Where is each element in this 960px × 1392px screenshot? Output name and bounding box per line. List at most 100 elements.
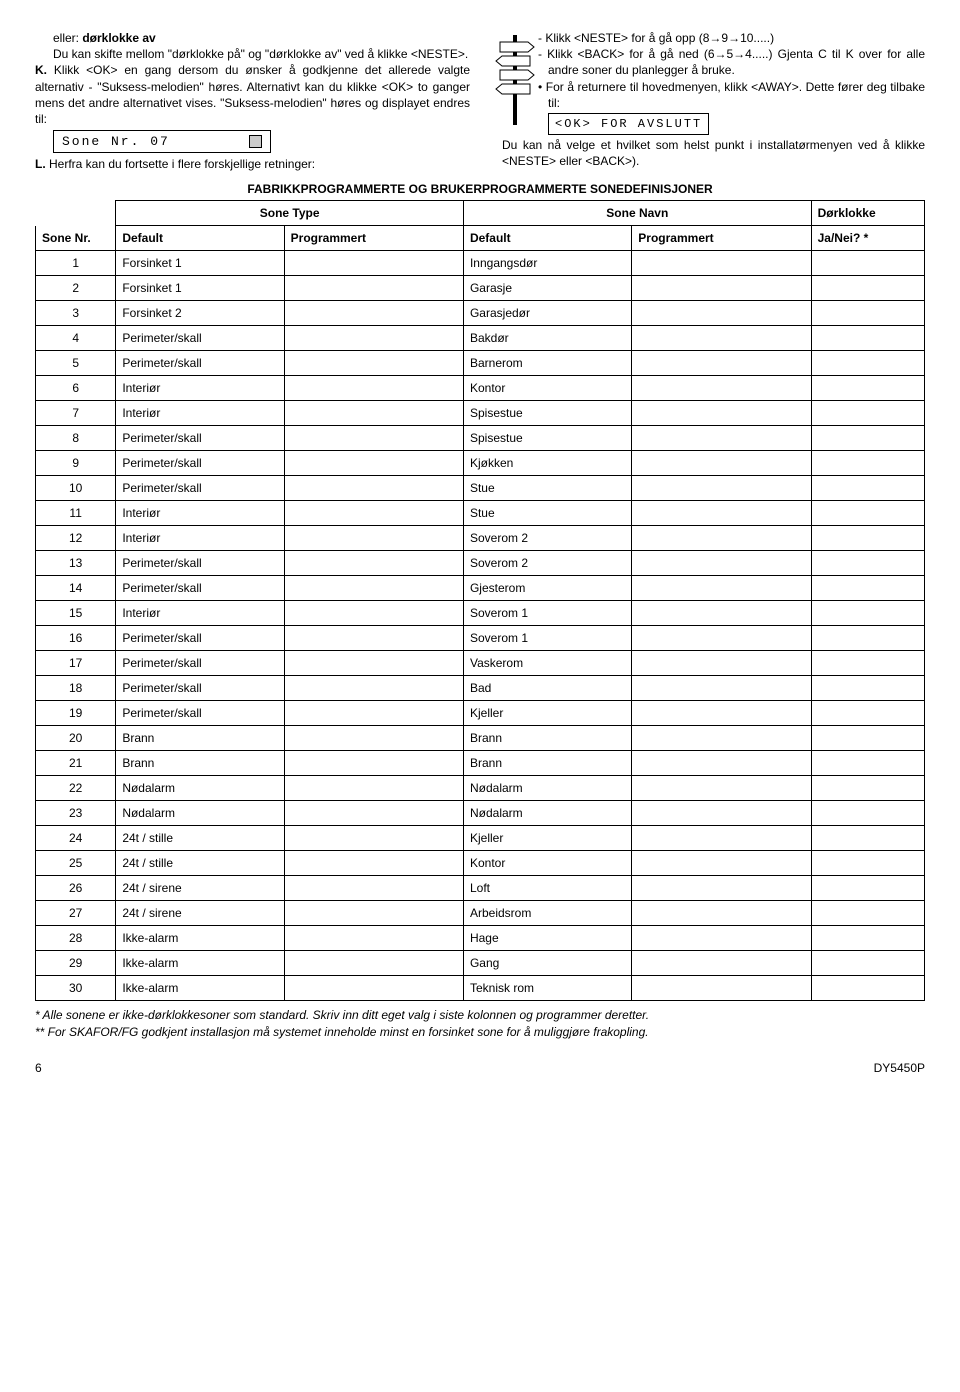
- cell-type-default: Perimeter/skall: [116, 351, 284, 376]
- cell-nr: 12: [36, 526, 116, 551]
- cell-name-default: Inngangsdør: [463, 251, 631, 276]
- right-column: - Klikk <NESTE> for å gå opp (8→9→10....…: [490, 30, 925, 172]
- cell-type-prog: [284, 601, 463, 626]
- cell-type-prog: [284, 301, 463, 326]
- cell-nr: 25: [36, 851, 116, 876]
- cell-dork: [811, 776, 924, 801]
- cell-name-prog: [632, 926, 811, 951]
- cell-type-default: Interiør: [116, 526, 284, 551]
- cell-name-prog: [632, 826, 811, 851]
- cell-dork: [811, 576, 924, 601]
- cell-name-prog: [632, 601, 811, 626]
- cell-dork: [811, 926, 924, 951]
- cell-type-default: Ikke-alarm: [116, 976, 284, 1001]
- cell-dork: [811, 951, 924, 976]
- cell-nr: 9: [36, 451, 116, 476]
- l-text: Herfra kan du fortsette i flere forskjel…: [46, 157, 315, 171]
- table-row: 11InteriørStue: [36, 501, 925, 526]
- table-row: 17Perimeter/skallVaskerom: [36, 651, 925, 676]
- cell-name-prog: [632, 651, 811, 676]
- cell-name-default: Gang: [463, 951, 631, 976]
- cell-name-default: Garasje: [463, 276, 631, 301]
- top-columns: eller: dørklokke av Du kan skifte mellom…: [35, 30, 925, 172]
- th-sonenavn: Sone Navn: [463, 201, 811, 226]
- cell-name-prog: [632, 876, 811, 901]
- cell-nr: 20: [36, 726, 116, 751]
- table-row: 2Forsinket 1Garasje: [36, 276, 925, 301]
- cell-name-prog: [632, 476, 811, 501]
- cell-name-default: Soverom 1: [463, 626, 631, 651]
- table-row: 1Forsinket 1Inngangsdør: [36, 251, 925, 276]
- cell-name-default: Spisestue: [463, 401, 631, 426]
- cell-type-default: Perimeter/skall: [116, 701, 284, 726]
- cell-name-prog: [632, 276, 811, 301]
- cell-dork: [811, 376, 924, 401]
- right-text-block: - Klikk <NESTE> for å gå opp (8→9→10....…: [490, 30, 925, 170]
- cell-dork: [811, 451, 924, 476]
- cell-type-prog: [284, 351, 463, 376]
- table-row: 2724t / sireneArbeidsrom: [36, 901, 925, 926]
- th-dork: Dørklokke: [811, 201, 924, 226]
- th-janei: Ja/Nei? *: [811, 226, 924, 251]
- table-row: 2424t / stilleKjeller: [36, 826, 925, 851]
- table-row: 21BrannBrann: [36, 751, 925, 776]
- table-row: 29Ikke-alarmGang: [36, 951, 925, 976]
- cell-name-default: Soverom 2: [463, 526, 631, 551]
- cell-nr: 17: [36, 651, 116, 676]
- cell-nr: 7: [36, 401, 116, 426]
- cell-type-prog: [284, 776, 463, 801]
- th-default2: Default: [463, 226, 631, 251]
- table-row: 5Perimeter/skallBarnerom: [36, 351, 925, 376]
- cell-type-default: 24t / sirene: [116, 876, 284, 901]
- cell-type-default: Perimeter/skall: [116, 451, 284, 476]
- cell-dork: [811, 826, 924, 851]
- dash-2: - Klikk <BACK> for å gå ned (6→5→4.....)…: [490, 46, 925, 78]
- zone-table-head: Sone Type Sone Navn Dørklokke Sone Nr. D…: [36, 201, 925, 251]
- cell-nr: 2: [36, 276, 116, 301]
- cell-type-prog: [284, 826, 463, 851]
- cell-dork: [811, 251, 924, 276]
- cell-name-default: Bakdør: [463, 326, 631, 351]
- cell-type-default: Ikke-alarm: [116, 926, 284, 951]
- cell-type-prog: [284, 901, 463, 926]
- cell-type-default: Brann: [116, 751, 284, 776]
- cell-type-prog: [284, 676, 463, 701]
- cell-nr: 28: [36, 926, 116, 951]
- cell-name-prog: [632, 351, 811, 376]
- zone-table-body: 1Forsinket 1Inngangsdør2Forsinket 1Garas…: [36, 251, 925, 1001]
- cell-type-default: Perimeter/skall: [116, 651, 284, 676]
- cell-type-default: Forsinket 1: [116, 251, 284, 276]
- cell-name-prog: [632, 451, 811, 476]
- cell-nr: 29: [36, 951, 116, 976]
- cell-name-default: Barnerom: [463, 351, 631, 376]
- k-label: K.: [35, 63, 47, 77]
- table-row: 14Perimeter/skallGjesterom: [36, 576, 925, 601]
- zone-table: Sone Type Sone Navn Dørklokke Sone Nr. D…: [35, 200, 925, 1001]
- cell-type-default: Forsinket 2: [116, 301, 284, 326]
- cell-type-default: 24t / sirene: [116, 901, 284, 926]
- cell-type-default: Nødalarm: [116, 776, 284, 801]
- cell-dork: [811, 301, 924, 326]
- cell-name-prog: [632, 376, 811, 401]
- cell-nr: 21: [36, 751, 116, 776]
- cell-type-default: Perimeter/skall: [116, 626, 284, 651]
- cell-type-prog: [284, 501, 463, 526]
- l-label: L.: [35, 157, 46, 171]
- cell-nr: 13: [36, 551, 116, 576]
- cell-type-prog: [284, 951, 463, 976]
- cell-type-prog: [284, 976, 463, 1001]
- cell-type-prog: [284, 651, 463, 676]
- bullet: • For å returnere til hovedmenyen, klikk…: [490, 79, 925, 111]
- cell-nr: 15: [36, 601, 116, 626]
- cell-dork: [811, 476, 924, 501]
- cell-name-default: Kjeller: [463, 826, 631, 851]
- cell-name-prog: [632, 626, 811, 651]
- cell-dork: [811, 801, 924, 826]
- cell-type-prog: [284, 626, 463, 651]
- footnote-2: ** For SKAFOR/FG godkjent installasjon m…: [35, 1024, 925, 1041]
- cell-type-default: Brann: [116, 726, 284, 751]
- table-row: 20BrannBrann: [36, 726, 925, 751]
- cell-dork: [811, 351, 924, 376]
- cell-name-prog: [632, 801, 811, 826]
- cell-nr: 16: [36, 626, 116, 651]
